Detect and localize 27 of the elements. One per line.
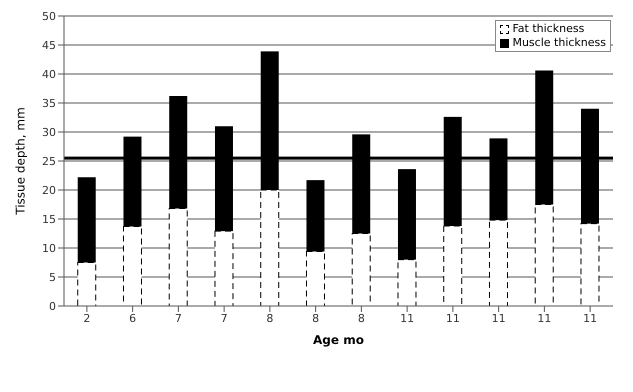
y-tick-label: 15 [42,212,56,226]
y-tick-label: 25 [42,154,56,168]
y-tick-label: 45 [42,38,56,52]
x-tick-label: 7 [220,312,228,325]
x-axis-title: Age mo [313,333,364,347]
x-tick-label: 11 [537,312,552,325]
y-axis-title: Tissue depth, mm [13,107,28,216]
y-tick-label: 5 [49,270,56,284]
y-tick-label: 20 [42,184,56,197]
x-tick-label: 2 [83,312,90,325]
x-tick-label: 11 [583,312,598,325]
y-tick-label: 35 [42,96,56,110]
x-tick-label: 8 [312,312,320,325]
x-tick-label: 11 [446,312,460,325]
y-tick-label: 50 [42,10,56,23]
y-tick-label: 10 [42,242,56,255]
y-tick-label: 0 [49,300,56,313]
x-tick-label: 7 [174,312,182,325]
x-tick-label: 6 [129,312,136,325]
x-tick-label: 11 [400,312,414,325]
y-tick-label: 40 [42,68,56,81]
x-tick-label: 8 [266,312,274,325]
y-tick-label: 30 [42,126,56,139]
x-tick-label: 11 [492,312,506,325]
legend-label: Muscle thickness [512,36,606,50]
legend-label: Fat thickness [512,22,584,36]
x-tick-label: 8 [358,312,365,325]
